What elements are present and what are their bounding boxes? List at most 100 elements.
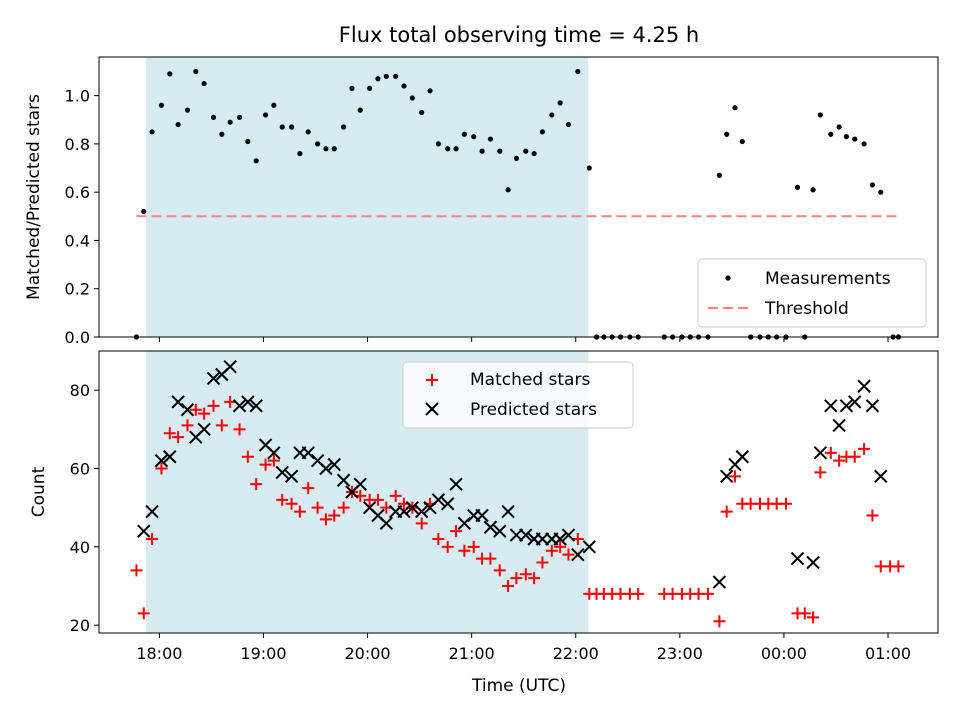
matched-star-point bbox=[250, 478, 263, 491]
matched-star-point bbox=[432, 533, 445, 545]
predicted-star-point bbox=[519, 528, 533, 542]
measurement-point bbox=[531, 150, 537, 157]
predicted-star-point bbox=[319, 461, 333, 476]
predicted-star-point bbox=[582, 540, 596, 554]
predicted-star-point bbox=[405, 500, 420, 515]
top-legend-box bbox=[697, 258, 927, 328]
chart-title: Flux total observing time = 4.25 h bbox=[339, 23, 699, 47]
matched-star-point bbox=[328, 509, 341, 522]
x-tick-label: 21:00 bbox=[449, 644, 495, 663]
matched-star-point bbox=[371, 493, 384, 506]
top-y-axis-ticks: 0.0 0.2 0.4 0.6 0.8 1.0 bbox=[65, 87, 99, 347]
measurement-point bbox=[549, 112, 555, 118]
matched-star-point bbox=[713, 615, 726, 628]
predicted-star-point bbox=[790, 551, 805, 566]
predicted-star-point bbox=[712, 575, 727, 589]
matched-star-point bbox=[267, 454, 280, 467]
matched-star-point bbox=[780, 497, 793, 510]
measurement-point bbox=[471, 134, 477, 140]
predicted-star-point bbox=[832, 418, 846, 433]
matched-star-point bbox=[181, 419, 194, 432]
bottom-x-axis-ticks: 18:00 19:00 20:00 21:00 22:00 23:00 00:00 01:00 bbox=[136, 633, 911, 663]
matched-star-point bbox=[632, 587, 645, 600]
measurement-point bbox=[193, 68, 199, 75]
predicted-star-point bbox=[735, 450, 750, 464]
predicted-star-point bbox=[449, 477, 463, 491]
measurement-point bbox=[141, 208, 147, 215]
measurement-point bbox=[279, 124, 285, 130]
predicted-star-point bbox=[501, 504, 515, 519]
matched-star-point bbox=[130, 564, 143, 577]
matched-star-point bbox=[807, 611, 820, 624]
measurement-point bbox=[539, 129, 546, 135]
measurement-point bbox=[732, 105, 738, 111]
measurement-point bbox=[314, 141, 321, 147]
predicted-star-point bbox=[197, 422, 211, 437]
bottom-y-axis-label: Count bbox=[29, 466, 49, 517]
matched-star-point bbox=[276, 493, 289, 506]
measurement-point bbox=[435, 141, 441, 147]
predicted-star-point bbox=[874, 469, 888, 484]
matched-star-point bbox=[259, 458, 272, 471]
measurement-point bbox=[497, 148, 503, 154]
top-shaded-span bbox=[145, 57, 589, 337]
measurement-point bbox=[253, 158, 259, 164]
predicted-star-point bbox=[206, 371, 221, 386]
matched-star-point bbox=[189, 403, 202, 416]
matched-star-point bbox=[241, 450, 254, 463]
x-tick-label: 22:00 bbox=[553, 644, 599, 663]
matched-star-point bbox=[502, 580, 515, 592]
matched-star-point bbox=[824, 446, 837, 459]
matched-star-point bbox=[536, 556, 549, 569]
measurement-point bbox=[349, 85, 355, 91]
measurement-point bbox=[219, 131, 225, 137]
measurement-point bbox=[828, 131, 834, 137]
bottom-y-axis-ticks: 20 40 60 80 bbox=[70, 381, 99, 635]
y-tick-label: 0.8 bbox=[65, 135, 90, 154]
measurement-point bbox=[245, 138, 251, 145]
predicted-star-point bbox=[137, 524, 151, 538]
predicted-star-point bbox=[857, 379, 871, 393]
predicted-star-point bbox=[839, 399, 854, 413]
matched-star-point bbox=[146, 533, 159, 545]
matched-star-point bbox=[545, 544, 558, 557]
measurement-point bbox=[836, 124, 842, 130]
measurement-point bbox=[453, 146, 459, 152]
predicted-star-point bbox=[414, 504, 429, 519]
x-tick-label: 01:00 bbox=[865, 644, 911, 663]
matched-star-point bbox=[172, 431, 185, 444]
measurement-point bbox=[565, 121, 572, 128]
measurement-point bbox=[505, 187, 511, 193]
y-tick-label: 20 bbox=[70, 616, 90, 635]
predicted-star-point bbox=[353, 477, 367, 491]
matched-star-point bbox=[155, 462, 168, 475]
predicted-star-point bbox=[475, 508, 489, 523]
measurement-point bbox=[445, 146, 451, 152]
matched-star-point bbox=[337, 501, 350, 514]
y-tick-label: 60 bbox=[70, 460, 90, 479]
matched-star-point bbox=[441, 540, 454, 553]
measurement-point bbox=[843, 134, 849, 140]
predicted-star-point bbox=[441, 497, 455, 511]
predicted-star-point bbox=[145, 504, 159, 519]
measurement-point bbox=[739, 138, 745, 145]
measurement-point bbox=[383, 73, 389, 79]
predicted-star-point bbox=[267, 446, 281, 460]
x-tick-label: 23:00 bbox=[657, 644, 703, 663]
matched-star-point bbox=[528, 572, 541, 585]
matched-star-point bbox=[389, 489, 402, 502]
matched-star-point bbox=[198, 407, 211, 420]
measurement-point bbox=[861, 141, 867, 147]
predicted-star-point bbox=[275, 465, 289, 480]
x-tick-label: 00:00 bbox=[761, 644, 807, 663]
matched-star-point bbox=[137, 607, 150, 620]
y-tick-label: 1.0 bbox=[65, 87, 90, 106]
predicted-star-point bbox=[824, 399, 838, 413]
x-tick-label: 20:00 bbox=[345, 644, 391, 663]
matched-star-point bbox=[866, 509, 879, 522]
matched-star-point bbox=[519, 568, 532, 581]
predicted-star-point bbox=[431, 493, 446, 507]
y-tick-label: 0.0 bbox=[65, 328, 90, 347]
matched-star-point bbox=[571, 533, 584, 545]
